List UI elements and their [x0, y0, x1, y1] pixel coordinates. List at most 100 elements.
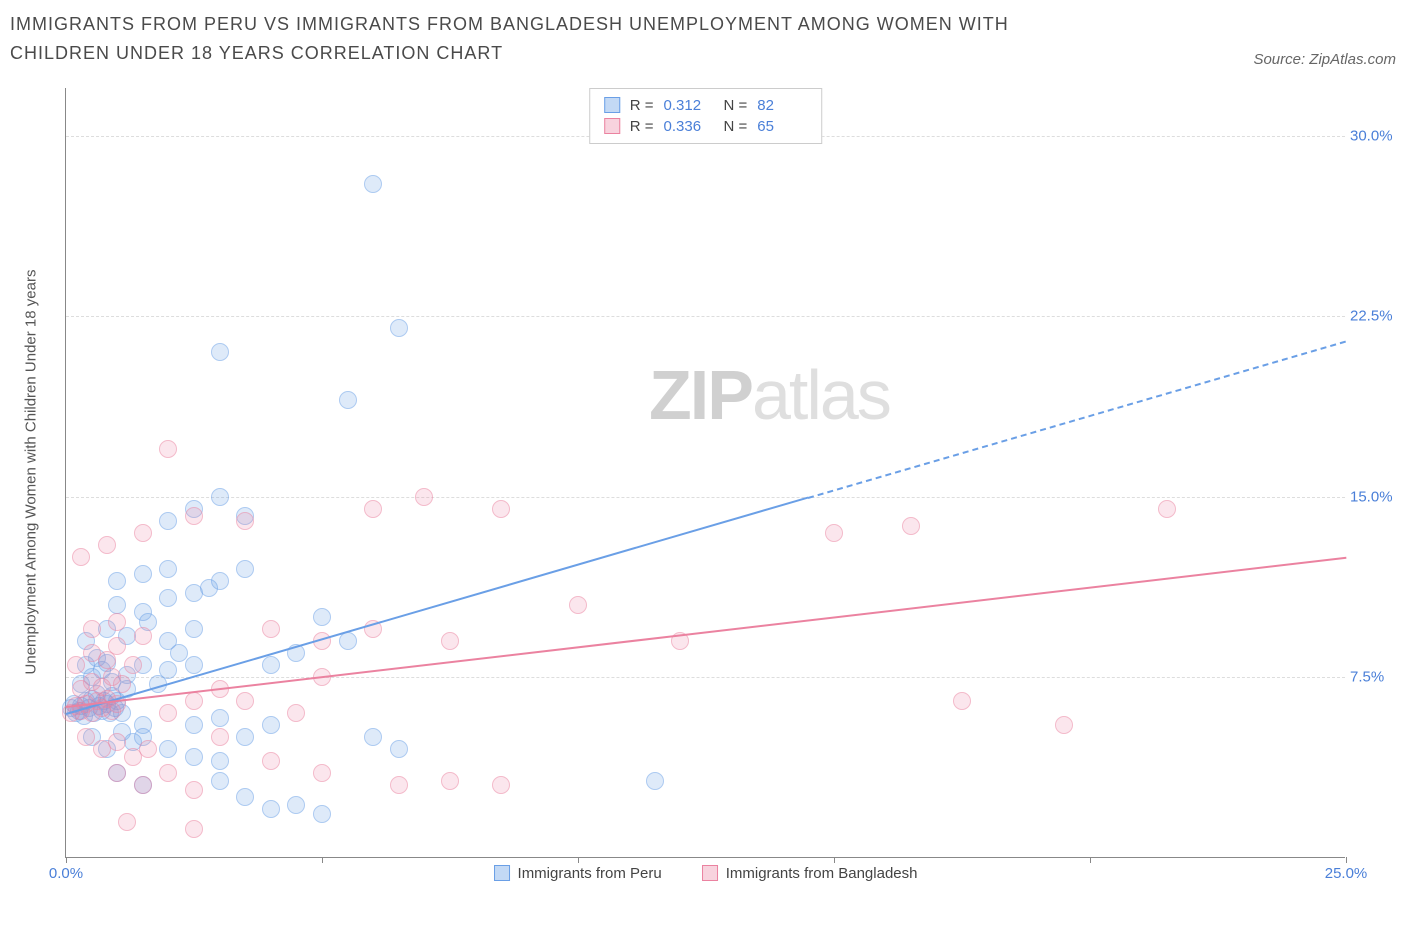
- data-point: [953, 692, 971, 710]
- data-point: [108, 733, 126, 751]
- data-point: [390, 776, 408, 794]
- data-point: [185, 716, 203, 734]
- data-point: [159, 589, 177, 607]
- data-point: [339, 391, 357, 409]
- data-point: [1158, 500, 1176, 518]
- data-point: [159, 560, 177, 578]
- n-value: 82: [757, 97, 807, 114]
- n-label: N =: [724, 118, 748, 135]
- legend-label: Immigrants from Peru: [518, 865, 662, 882]
- data-point: [313, 764, 331, 782]
- data-point: [185, 507, 203, 525]
- n-value: 65: [757, 118, 807, 135]
- data-point: [236, 560, 254, 578]
- data-point: [134, 524, 152, 542]
- x-tick-label: 25.0%: [1325, 865, 1368, 882]
- data-point: [139, 740, 157, 758]
- data-point: [185, 656, 203, 674]
- data-point: [825, 524, 843, 542]
- data-point: [492, 776, 510, 794]
- chart-header: IMMIGRANTS FROM PERU VS IMMIGRANTS FROM …: [10, 10, 1396, 68]
- plot-area: Unemployment Among Women with Children U…: [65, 88, 1345, 858]
- data-point: [262, 716, 280, 734]
- data-point: [211, 772, 229, 790]
- data-point: [211, 709, 229, 727]
- y-tick-label: 22.5%: [1350, 308, 1400, 325]
- watermark: ZIPatlas: [649, 355, 890, 435]
- correlation-chart: Unemployment Among Women with Children U…: [10, 78, 1396, 908]
- legend-item: Immigrants from Peru: [494, 865, 662, 882]
- data-point: [134, 776, 152, 794]
- data-point: [262, 656, 280, 674]
- series-legend: Immigrants from Peru Immigrants from Bang…: [494, 865, 918, 882]
- data-point: [159, 740, 177, 758]
- data-point: [415, 488, 433, 506]
- data-point: [364, 175, 382, 193]
- r-label: R =: [630, 97, 654, 114]
- data-point: [159, 512, 177, 530]
- data-point: [390, 319, 408, 337]
- data-point: [134, 603, 152, 621]
- data-point: [67, 656, 85, 674]
- data-point: [441, 772, 459, 790]
- data-point: [108, 637, 126, 655]
- data-point: [134, 565, 152, 583]
- r-label: R =: [630, 118, 654, 135]
- data-point: [236, 692, 254, 710]
- data-point: [118, 813, 136, 831]
- x-tick: [578, 857, 579, 863]
- y-axis-label: Unemployment Among Women with Children U…: [23, 270, 40, 675]
- data-point: [211, 572, 229, 590]
- data-point: [108, 613, 126, 631]
- data-point: [159, 632, 177, 650]
- x-tick: [834, 857, 835, 863]
- data-point: [159, 764, 177, 782]
- data-point: [124, 656, 142, 674]
- data-point: [185, 820, 203, 838]
- data-point: [646, 772, 664, 790]
- data-point: [236, 788, 254, 806]
- data-point: [287, 796, 305, 814]
- data-point: [159, 440, 177, 458]
- watermark-rest: atlas: [752, 356, 890, 434]
- data-point: [262, 752, 280, 770]
- y-tick-label: 15.0%: [1350, 488, 1400, 505]
- trend-line: [66, 497, 809, 715]
- data-point: [262, 620, 280, 638]
- data-point: [113, 675, 131, 693]
- r-value: 0.312: [664, 97, 714, 114]
- legend-swatch: [494, 865, 510, 881]
- data-point: [287, 704, 305, 722]
- legend-stat-row: R = 0.336 N = 65: [604, 116, 808, 137]
- gridline: [66, 677, 1345, 678]
- data-point: [72, 548, 90, 566]
- y-tick-label: 7.5%: [1350, 669, 1400, 686]
- x-tick: [1090, 857, 1091, 863]
- data-point: [134, 627, 152, 645]
- data-point: [211, 343, 229, 361]
- legend-swatch: [702, 865, 718, 881]
- data-point: [77, 728, 95, 746]
- gridline: [66, 316, 1345, 317]
- r-value: 0.336: [664, 118, 714, 135]
- data-point: [211, 488, 229, 506]
- watermark-bold: ZIP: [649, 356, 752, 434]
- data-point: [159, 704, 177, 722]
- stats-legend: R = 0.312 N = 82 R = 0.336 N = 65: [589, 88, 823, 144]
- data-point: [185, 781, 203, 799]
- data-point: [108, 572, 126, 590]
- trend-line: [66, 557, 1346, 708]
- data-point: [211, 728, 229, 746]
- n-label: N =: [724, 97, 748, 114]
- data-point: [185, 748, 203, 766]
- data-point: [492, 500, 510, 518]
- chart-title: IMMIGRANTS FROM PERU VS IMMIGRANTS FROM …: [10, 10, 1110, 68]
- data-point: [108, 596, 126, 614]
- legend-label: Immigrants from Bangladesh: [726, 865, 918, 882]
- legend-item: Immigrants from Bangladesh: [702, 865, 918, 882]
- data-point: [313, 805, 331, 823]
- chart-source: Source: ZipAtlas.com: [1253, 51, 1396, 68]
- data-point: [390, 740, 408, 758]
- data-point: [364, 500, 382, 518]
- data-point: [159, 661, 177, 679]
